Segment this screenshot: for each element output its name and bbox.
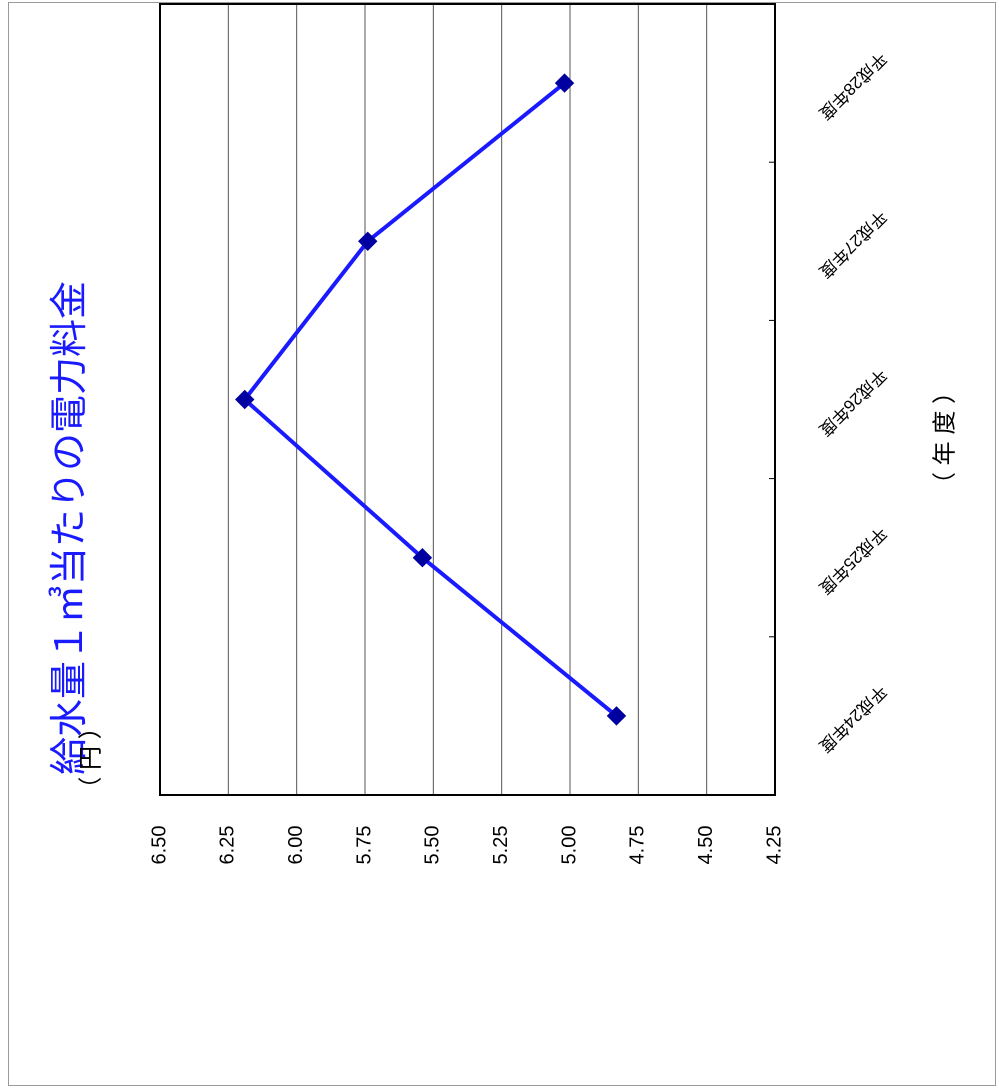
x-axis-label: （ 年 度 ） — [931, 380, 958, 496]
y-tick-label: 4.25 — [763, 826, 785, 865]
category-label: 平成28年度 — [815, 48, 890, 123]
data-point-marker — [358, 231, 378, 252]
plot-area — [159, 3, 776, 796]
gridlines — [227, 4, 708, 795]
y-tick-label: 6.25 — [217, 826, 239, 865]
data-point-marker — [235, 389, 255, 410]
data-point-marker — [554, 73, 575, 93]
y-tick-label: 5.25 — [490, 826, 512, 865]
chart-title: 給水量１㎥当たりの電力料金 — [49, 281, 91, 775]
y-axis-label: （ 円 ） — [77, 715, 104, 800]
y-tick-label: 4.75 — [627, 826, 649, 865]
category-label: 平成25年度 — [815, 523, 890, 598]
data-point-marker — [606, 706, 627, 726]
y-tick-label: 5.75 — [353, 826, 375, 865]
category-label: 平成24年度 — [815, 681, 890, 756]
category-label: 平成27年度 — [815, 207, 890, 282]
y-tick-label: 5.50 — [422, 826, 444, 865]
category-label: 平成26年度 — [815, 365, 890, 440]
data-point-marker — [412, 547, 433, 568]
series-markers — [235, 73, 627, 726]
y-tick-label: 6.50 — [148, 826, 170, 865]
y-tick-label: 6.00 — [285, 826, 307, 865]
series-line-path — [242, 81, 618, 718]
series-line — [242, 81, 618, 718]
y-tick-label: 4.50 — [695, 826, 717, 865]
y-tick-labels: 6.50 6.25 6.00 5.75 5.50 5.25 5.00 4.75 4.50 4.25 — [148, 826, 785, 865]
y-tick-label: 5.00 — [558, 826, 580, 865]
category-tick-marks — [769, 161, 775, 638]
